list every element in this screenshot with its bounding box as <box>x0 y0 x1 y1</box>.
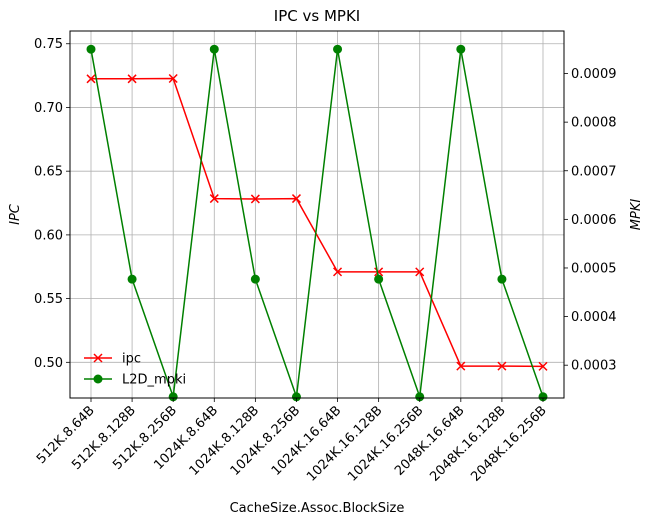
y2-axis-label: MPKI <box>629 199 644 231</box>
legend: ipc L2D_mpki <box>84 352 186 388</box>
y2-tick-label: 0.0006 <box>571 213 617 228</box>
series-line-l2d-mpki <box>90 48 544 398</box>
data-point-l2d-mpki <box>291 392 301 402</box>
legend-marker-circle-icon <box>93 374 103 384</box>
legend-entry-l2d-mpki: L2D_mpki <box>84 373 186 388</box>
x-tick-label: 2048K.16.256B <box>468 403 549 484</box>
data-point-l2d-mpki <box>168 392 178 402</box>
y-axis-label: IPC <box>8 203 23 225</box>
plot-frame <box>69 30 565 399</box>
series-layer <box>86 44 548 402</box>
x-tick-label: 1024K.16.128B <box>304 403 385 484</box>
data-point-ipc <box>415 267 425 277</box>
data-point-ipc <box>291 194 301 204</box>
chart-title: IPC vs MPKI <box>274 7 360 25</box>
data-point-ipc <box>209 194 219 204</box>
data-point-l2d-mpki <box>456 44 466 54</box>
y2-tick-label: 0.0004 <box>571 310 617 325</box>
data-point-ipc <box>456 361 466 371</box>
legend-entry-ipc: ipc <box>84 352 141 367</box>
x-tick-label: 1024K.16.256B <box>345 403 426 484</box>
x-axis: 512K.8.64B512K.8.128B512K.8.256B1024K.8.… <box>34 398 550 485</box>
y-axis-right: 0.0003 0.0004 0.0005 0.0006 0.0007 0.0008 0.00… <box>564 67 617 374</box>
y-tick-label: 0.75 <box>34 37 63 52</box>
legend-marker-x-icon <box>93 353 103 363</box>
data-point-ipc <box>538 361 548 371</box>
data-point-ipc <box>374 267 384 277</box>
y2-tick-label: 0.0008 <box>571 116 617 131</box>
legend-label-ipc: ipc <box>122 352 141 367</box>
y-tick-label: 0.70 <box>34 101 63 116</box>
data-point-l2d-mpki <box>209 44 219 54</box>
x-tick-label: 2048K.16.128B <box>427 403 508 484</box>
y-tick-label: 0.55 <box>34 292 63 307</box>
grid-lines <box>70 31 564 398</box>
data-point-l2d-mpki <box>538 392 548 402</box>
data-point-l2d-mpki <box>127 274 137 284</box>
y2-tick-label: 0.0005 <box>571 261 617 276</box>
data-point-ipc <box>333 267 343 277</box>
data-point-l2d-mpki <box>374 274 384 284</box>
y2-tick-label: 0.0003 <box>571 359 617 374</box>
y2-tick-label: 0.0009 <box>571 67 617 82</box>
y-tick-label: 0.60 <box>34 228 63 243</box>
data-point-l2d-mpki <box>86 44 96 54</box>
data-point-l2d-mpki <box>250 274 260 284</box>
data-point-ipc <box>497 361 507 371</box>
data-point-l2d-mpki <box>497 274 507 284</box>
y-axis-left: 0.50 0.55 0.60 0.65 0.70 0.75 <box>34 37 70 371</box>
data-point-ipc <box>168 74 178 84</box>
data-point-ipc <box>86 74 96 84</box>
data-point-l2d-mpki <box>333 44 343 54</box>
y-tick-label: 0.65 <box>34 165 63 180</box>
data-point-ipc <box>127 74 137 84</box>
y-tick-label: 0.50 <box>34 356 63 371</box>
data-point-ipc <box>250 194 260 204</box>
x-axis-label: CacheSize.Assoc.BlockSize <box>230 501 405 516</box>
legend-label-l2d-mpki: L2D_mpki <box>122 373 186 388</box>
y2-tick-label: 0.0007 <box>571 164 617 179</box>
series-line-ipc <box>91 77 544 368</box>
data-point-l2d-mpki <box>415 392 425 402</box>
